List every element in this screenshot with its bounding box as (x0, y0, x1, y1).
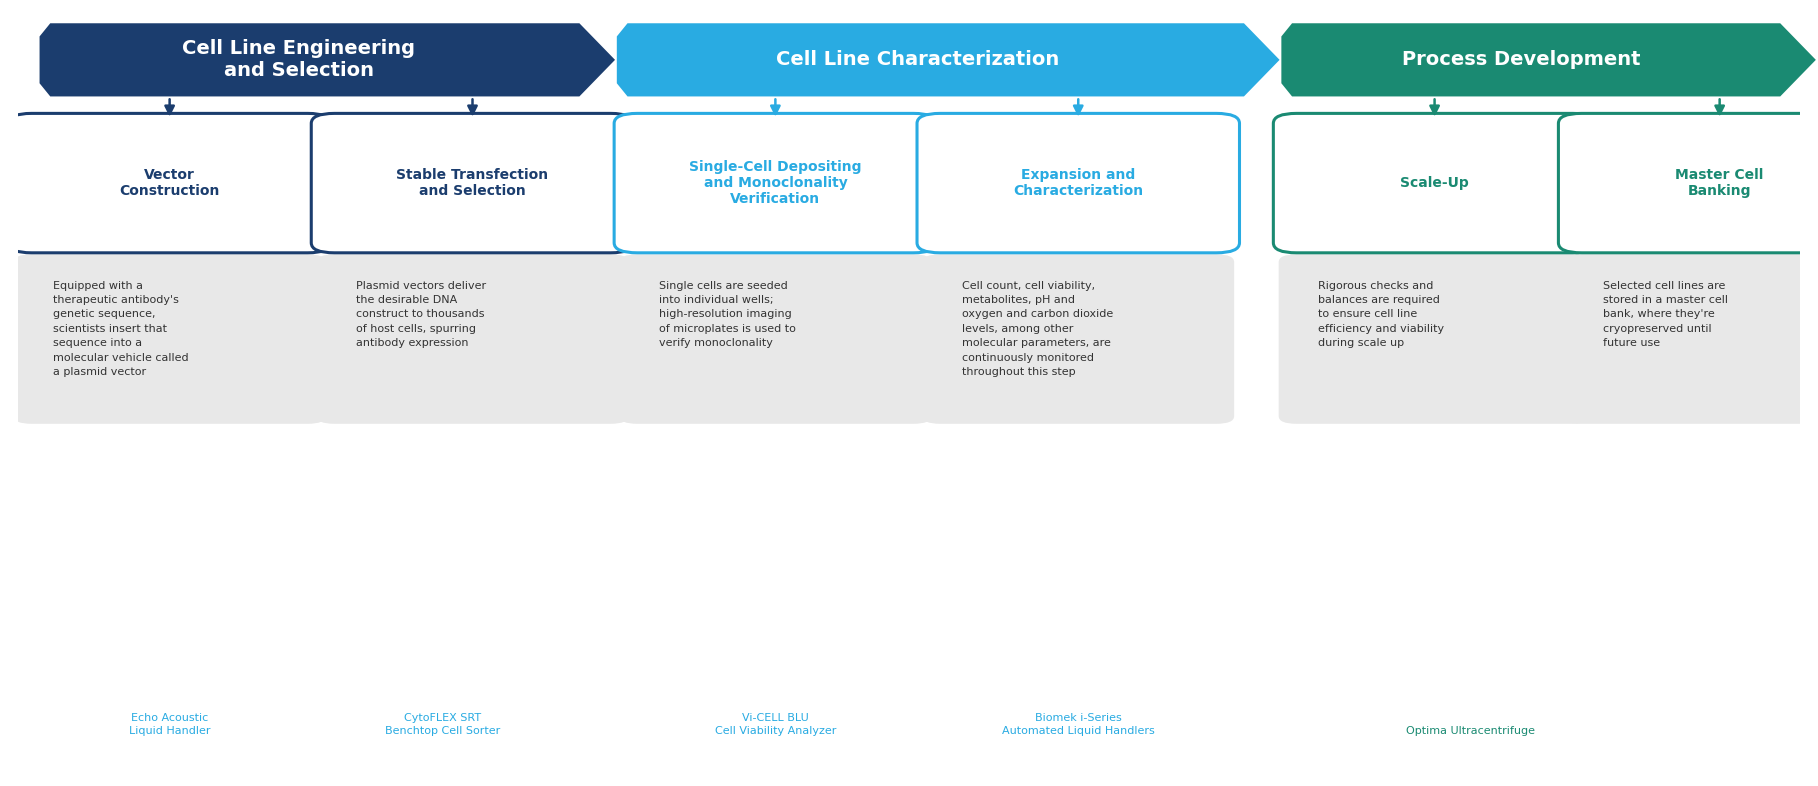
Text: Echo Acoustic
Liquid Handler: Echo Acoustic Liquid Handler (129, 713, 211, 736)
Text: Master Cell
Banking: Master Cell Banking (1676, 168, 1763, 198)
Text: Selected cell lines are
stored in a master cell
bank, where they're
cryopreserve: Selected cell lines are stored in a mast… (1603, 281, 1727, 348)
Polygon shape (1282, 24, 1816, 97)
Text: Plasmid vectors deliver
the desirable DNA
construct to thousands
of host cells, : Plasmid vectors deliver the desirable DN… (356, 281, 485, 348)
Text: Single cells are seeded
into individual wells;
high-resolution imaging
of microp: Single cells are seeded into individual … (658, 281, 796, 348)
Text: Single-Cell Depositing
and Monoclonality
Verification: Single-Cell Depositing and Monoclonality… (689, 160, 862, 206)
Text: Optima Ultracentrifuge: Optima Ultracentrifuge (1405, 725, 1534, 736)
Text: Cell Line Characterization: Cell Line Characterization (776, 50, 1060, 69)
FancyBboxPatch shape (316, 255, 629, 424)
FancyBboxPatch shape (1558, 113, 1818, 253)
FancyBboxPatch shape (1273, 113, 1596, 253)
Text: Vector
Construction: Vector Construction (120, 168, 220, 198)
Polygon shape (40, 24, 614, 97)
FancyBboxPatch shape (311, 113, 634, 253)
Text: Vi-CELL BLU
Cell Viability Analyzer: Vi-CELL BLU Cell Viability Analyzer (714, 713, 836, 736)
Text: Rigorous checks and
balances are required
to ensure cell line
efficiency and via: Rigorous checks and balances are require… (1318, 281, 1443, 348)
FancyBboxPatch shape (15, 255, 325, 424)
Text: Expansion and
Characterization: Expansion and Characterization (1013, 168, 1144, 198)
FancyBboxPatch shape (916, 113, 1240, 253)
Text: Equipped with a
therapeutic antibody's
genetic sequence,
scientists insert that
: Equipped with a therapeutic antibody's g… (53, 281, 189, 377)
Text: Scale-Up: Scale-Up (1400, 176, 1469, 190)
FancyBboxPatch shape (1278, 255, 1591, 424)
Polygon shape (616, 24, 1280, 97)
Text: Stable Transfection
and Selection: Stable Transfection and Selection (396, 168, 549, 198)
Text: Cell count, cell viability,
metabolites, pH and
oxygen and carbon dioxide
levels: Cell count, cell viability, metabolites,… (962, 281, 1113, 377)
Text: Cell Line Engineering
and Selection: Cell Line Engineering and Selection (182, 39, 415, 80)
Text: Process Development: Process Development (1402, 50, 1640, 69)
Text: Biomek i-Series
Automated Liquid Handlers: Biomek i-Series Automated Liquid Handler… (1002, 713, 1154, 736)
FancyBboxPatch shape (922, 255, 1234, 424)
FancyBboxPatch shape (620, 255, 931, 424)
FancyBboxPatch shape (9, 113, 331, 253)
FancyBboxPatch shape (1563, 255, 1818, 424)
FancyBboxPatch shape (614, 113, 936, 253)
Text: CytoFLEX SRT
Benchtop Cell Sorter: CytoFLEX SRT Benchtop Cell Sorter (385, 713, 500, 736)
